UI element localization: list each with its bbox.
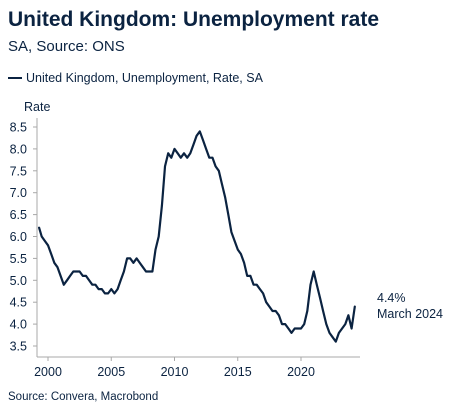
chart-title: United Kingdom: Unemployment rate	[8, 8, 380, 31]
annotation-last-date: March 2024	[377, 307, 443, 321]
x-tick-label: 2015	[224, 365, 252, 379]
y-tick-label: 7.5	[10, 164, 27, 178]
y-tick-label: 4.0	[10, 318, 27, 332]
y-tick-label: 5.5	[10, 252, 27, 266]
y-tick-label: 4.5	[10, 296, 27, 310]
chart-subtitle: SA, Source: ONS	[8, 38, 125, 55]
y-tick-label: 7.0	[10, 186, 27, 200]
y-tick-label: 5.0	[10, 274, 27, 288]
series-line	[38, 130, 356, 343]
legend: United Kingdom, Unemployment, Rate, SA	[8, 71, 263, 85]
legend-swatch	[8, 77, 22, 79]
y-tick-label: 8.5	[10, 121, 27, 135]
x-tick-label: 2020	[287, 365, 315, 379]
y-tick-label: 8.0	[10, 142, 27, 156]
y-tick-label: 6.5	[10, 208, 27, 222]
y-tick-label: 3.5	[10, 340, 27, 354]
chart-source: Source: Convera, Macrobond	[8, 391, 159, 403]
y-tick-label: 6.0	[10, 230, 27, 244]
x-tick-label: 2005	[97, 365, 125, 379]
x-tick-label: 2010	[161, 365, 189, 379]
y-axis-title: Rate	[24, 100, 50, 114]
x-tick-label: 2000	[34, 365, 62, 379]
annotation-last-value: 4.4%	[377, 291, 406, 305]
legend-label: United Kingdom, Unemployment, Rate, SA	[26, 71, 263, 85]
